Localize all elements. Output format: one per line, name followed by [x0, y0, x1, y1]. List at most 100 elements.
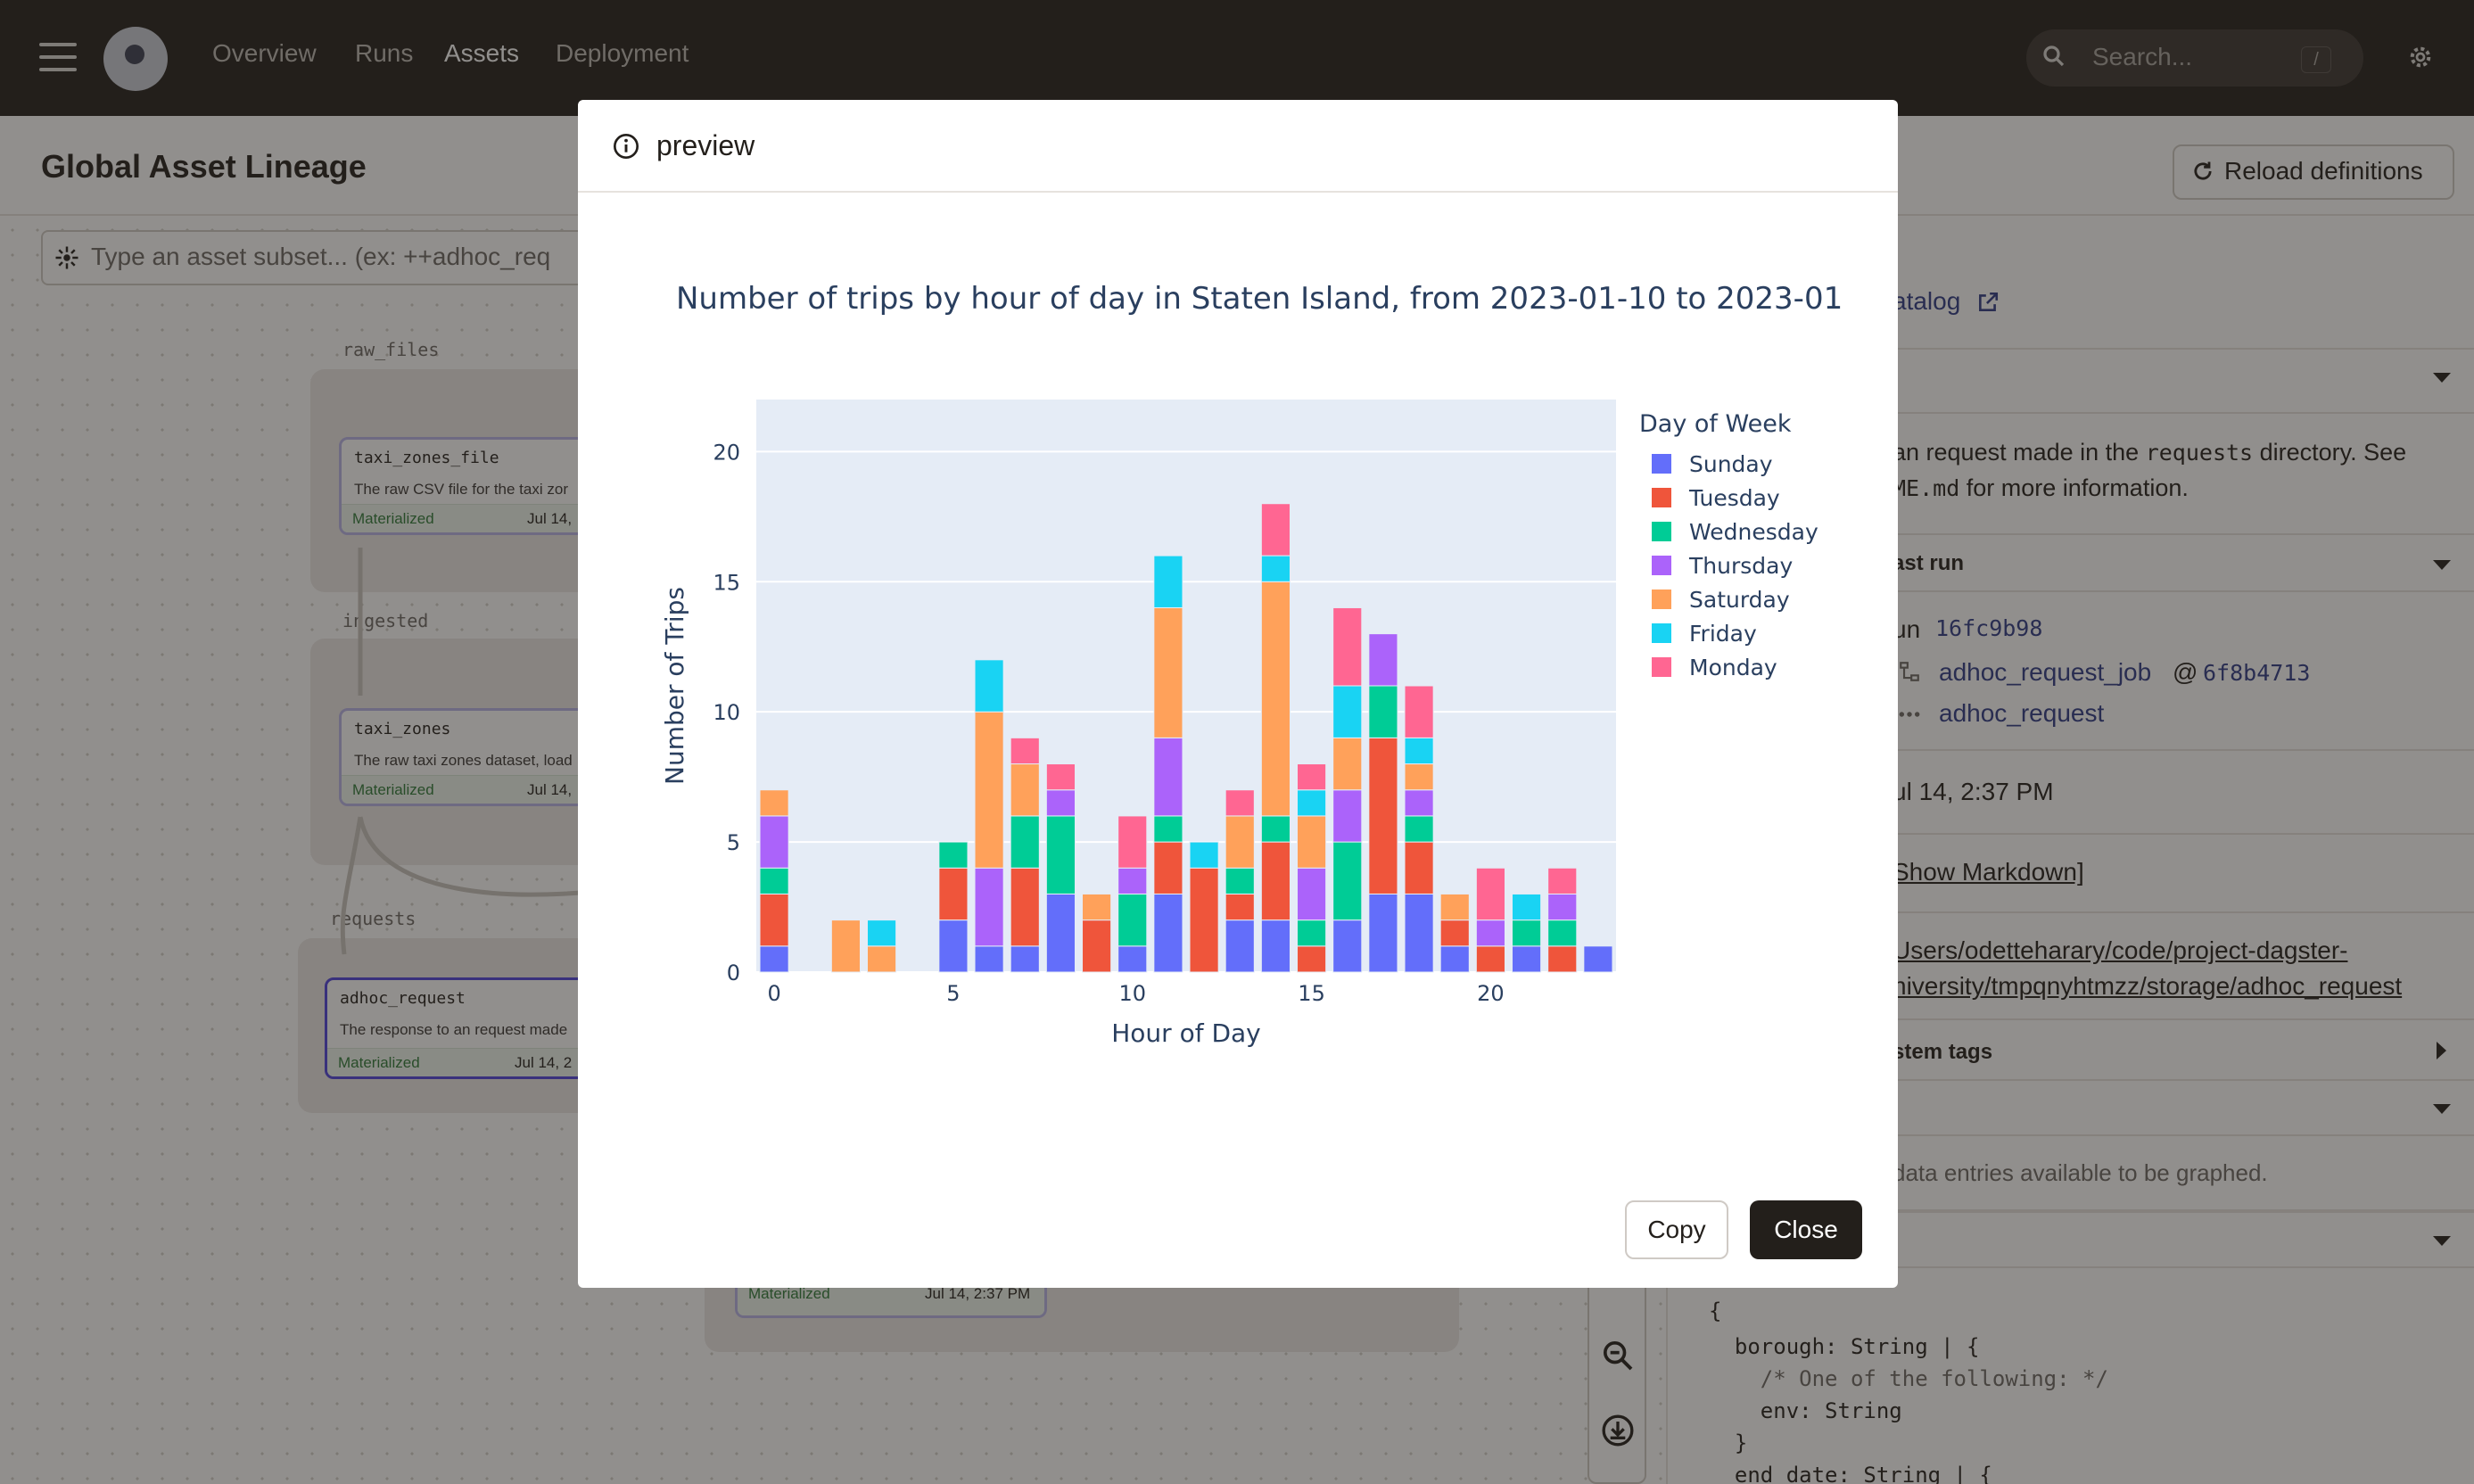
bar-segment: [1332, 737, 1363, 791]
bar-segment: [938, 867, 969, 921]
bar-segment: [1082, 893, 1112, 921]
y-tick-label: 5: [727, 830, 740, 855]
y-axis-label: Number of Trips: [660, 587, 689, 785]
y-tick-label: 0: [727, 960, 740, 985]
bar-segment: [1082, 919, 1112, 973]
bar-segment: [1260, 841, 1291, 921]
bar-segment: [1117, 893, 1148, 947]
bar-segment: [1117, 945, 1148, 973]
bar-segment: [1297, 867, 1327, 921]
bar-segment: [1297, 945, 1327, 973]
x-axis-label: Hour of Day: [1111, 1018, 1261, 1048]
bar-segment: [1404, 737, 1434, 765]
bar-segment: [1547, 867, 1578, 895]
grid-layer: [756, 450, 1616, 973]
bar-segment: [1368, 685, 1398, 738]
bar-segment: [1045, 763, 1076, 791]
dialog-header: [578, 100, 1898, 193]
bar-segment: [1225, 789, 1255, 817]
legend-label: Friday: [1689, 621, 1757, 647]
bar-segment: [938, 919, 969, 973]
y-tick-label: 15: [713, 570, 740, 595]
bar-segment: [1297, 815, 1327, 869]
bar-segment: [1512, 919, 1542, 947]
bar-segment: [1260, 919, 1291, 973]
bar-segment: [759, 867, 789, 895]
bar-segment: [1439, 893, 1470, 921]
bar-segment: [1153, 555, 1183, 608]
bars-layer: [759, 503, 1613, 973]
legend-layer: Sunday Tuesday Wednesday Thursday Saturday Fr…: [1652, 451, 1818, 680]
bar-segment: [1225, 815, 1255, 869]
bar-segment: [1297, 763, 1327, 791]
bar-segment: [1475, 867, 1505, 921]
bar-segment: [1260, 581, 1291, 817]
legend-label: Tuesday: [1688, 485, 1780, 511]
bar-segment: [1189, 841, 1219, 869]
bar-segment: [1117, 815, 1148, 869]
legend-swatch: [1652, 589, 1671, 609]
bar-segment: [974, 659, 1004, 713]
bar-segment: [1404, 789, 1434, 817]
bar-segment: [1189, 867, 1219, 973]
bar-segment: [1010, 737, 1040, 765]
x-tick-label: 15: [1298, 981, 1325, 1006]
bar-segment: [1332, 606, 1363, 687]
bar-segment: [1260, 503, 1291, 556]
bar-segment: [1332, 789, 1363, 843]
bar-segment: [1010, 763, 1040, 817]
legend-label: Sunday: [1689, 451, 1773, 477]
bar-segment: [1332, 841, 1363, 921]
bar-segment: [1010, 815, 1040, 869]
bar-segment: [759, 789, 789, 817]
bar-segment: [867, 945, 897, 973]
x-tick-label: 0: [767, 981, 780, 1006]
bar-segment: [1583, 945, 1613, 973]
legend-swatch: [1652, 454, 1671, 474]
bar-segment: [1439, 919, 1470, 947]
bar-segment: [1368, 893, 1398, 973]
bar-segment: [1547, 945, 1578, 973]
bar-segment: [1153, 606, 1183, 738]
bar-segment: [1404, 763, 1434, 791]
x-tick-label: 20: [1477, 981, 1505, 1006]
y-tick-label: 20: [713, 440, 740, 465]
legend-title: Day of Week: [1639, 410, 1792, 438]
bar-segment: [1045, 789, 1076, 817]
bar-segment: [759, 893, 789, 947]
bar-segment: [759, 815, 789, 869]
bar-segment: [1260, 555, 1291, 582]
close-button[interactable]: Close: [1750, 1200, 1862, 1259]
trips-by-hour-chart: Number of trips by hour of day in Staten…: [660, 281, 1843, 1048]
legend-label: Thursday: [1688, 553, 1793, 579]
bar-segment: [1225, 867, 1255, 895]
ticks-layer: 0 5 10 15 20 0 5 10 15 20: [713, 440, 1504, 1006]
bar-segment: [1225, 893, 1255, 921]
copy-button[interactable]: Copy: [1625, 1200, 1728, 1259]
bar-segment: [1153, 815, 1183, 843]
legend-swatch: [1652, 556, 1671, 575]
x-tick-label: 5: [946, 981, 960, 1006]
bar-segment: [1547, 919, 1578, 947]
bar-segment: [1475, 945, 1505, 973]
bar-segment: [1512, 945, 1542, 973]
legend-swatch: [1652, 623, 1671, 643]
bar-segment: [1297, 919, 1327, 947]
bar-segment: [1547, 893, 1578, 921]
bar-segment: [1010, 945, 1040, 973]
bar-segment: [1297, 789, 1327, 817]
bar-segment: [1368, 737, 1398, 895]
bar-segment: [1332, 685, 1363, 738]
bar-segment: [1153, 893, 1183, 973]
bar-segment: [1404, 893, 1434, 973]
bar-segment: [1332, 919, 1363, 973]
bar-segment: [974, 711, 1004, 869]
bar-segment: [1045, 893, 1076, 973]
bar-segment: [1439, 945, 1470, 973]
legend-swatch: [1652, 488, 1671, 507]
bar-segment: [1045, 815, 1076, 895]
bar-segment: [1404, 815, 1434, 843]
dialog-title: preview: [656, 129, 755, 161]
bar-segment: [1512, 893, 1542, 921]
bar-segment: [759, 945, 789, 973]
